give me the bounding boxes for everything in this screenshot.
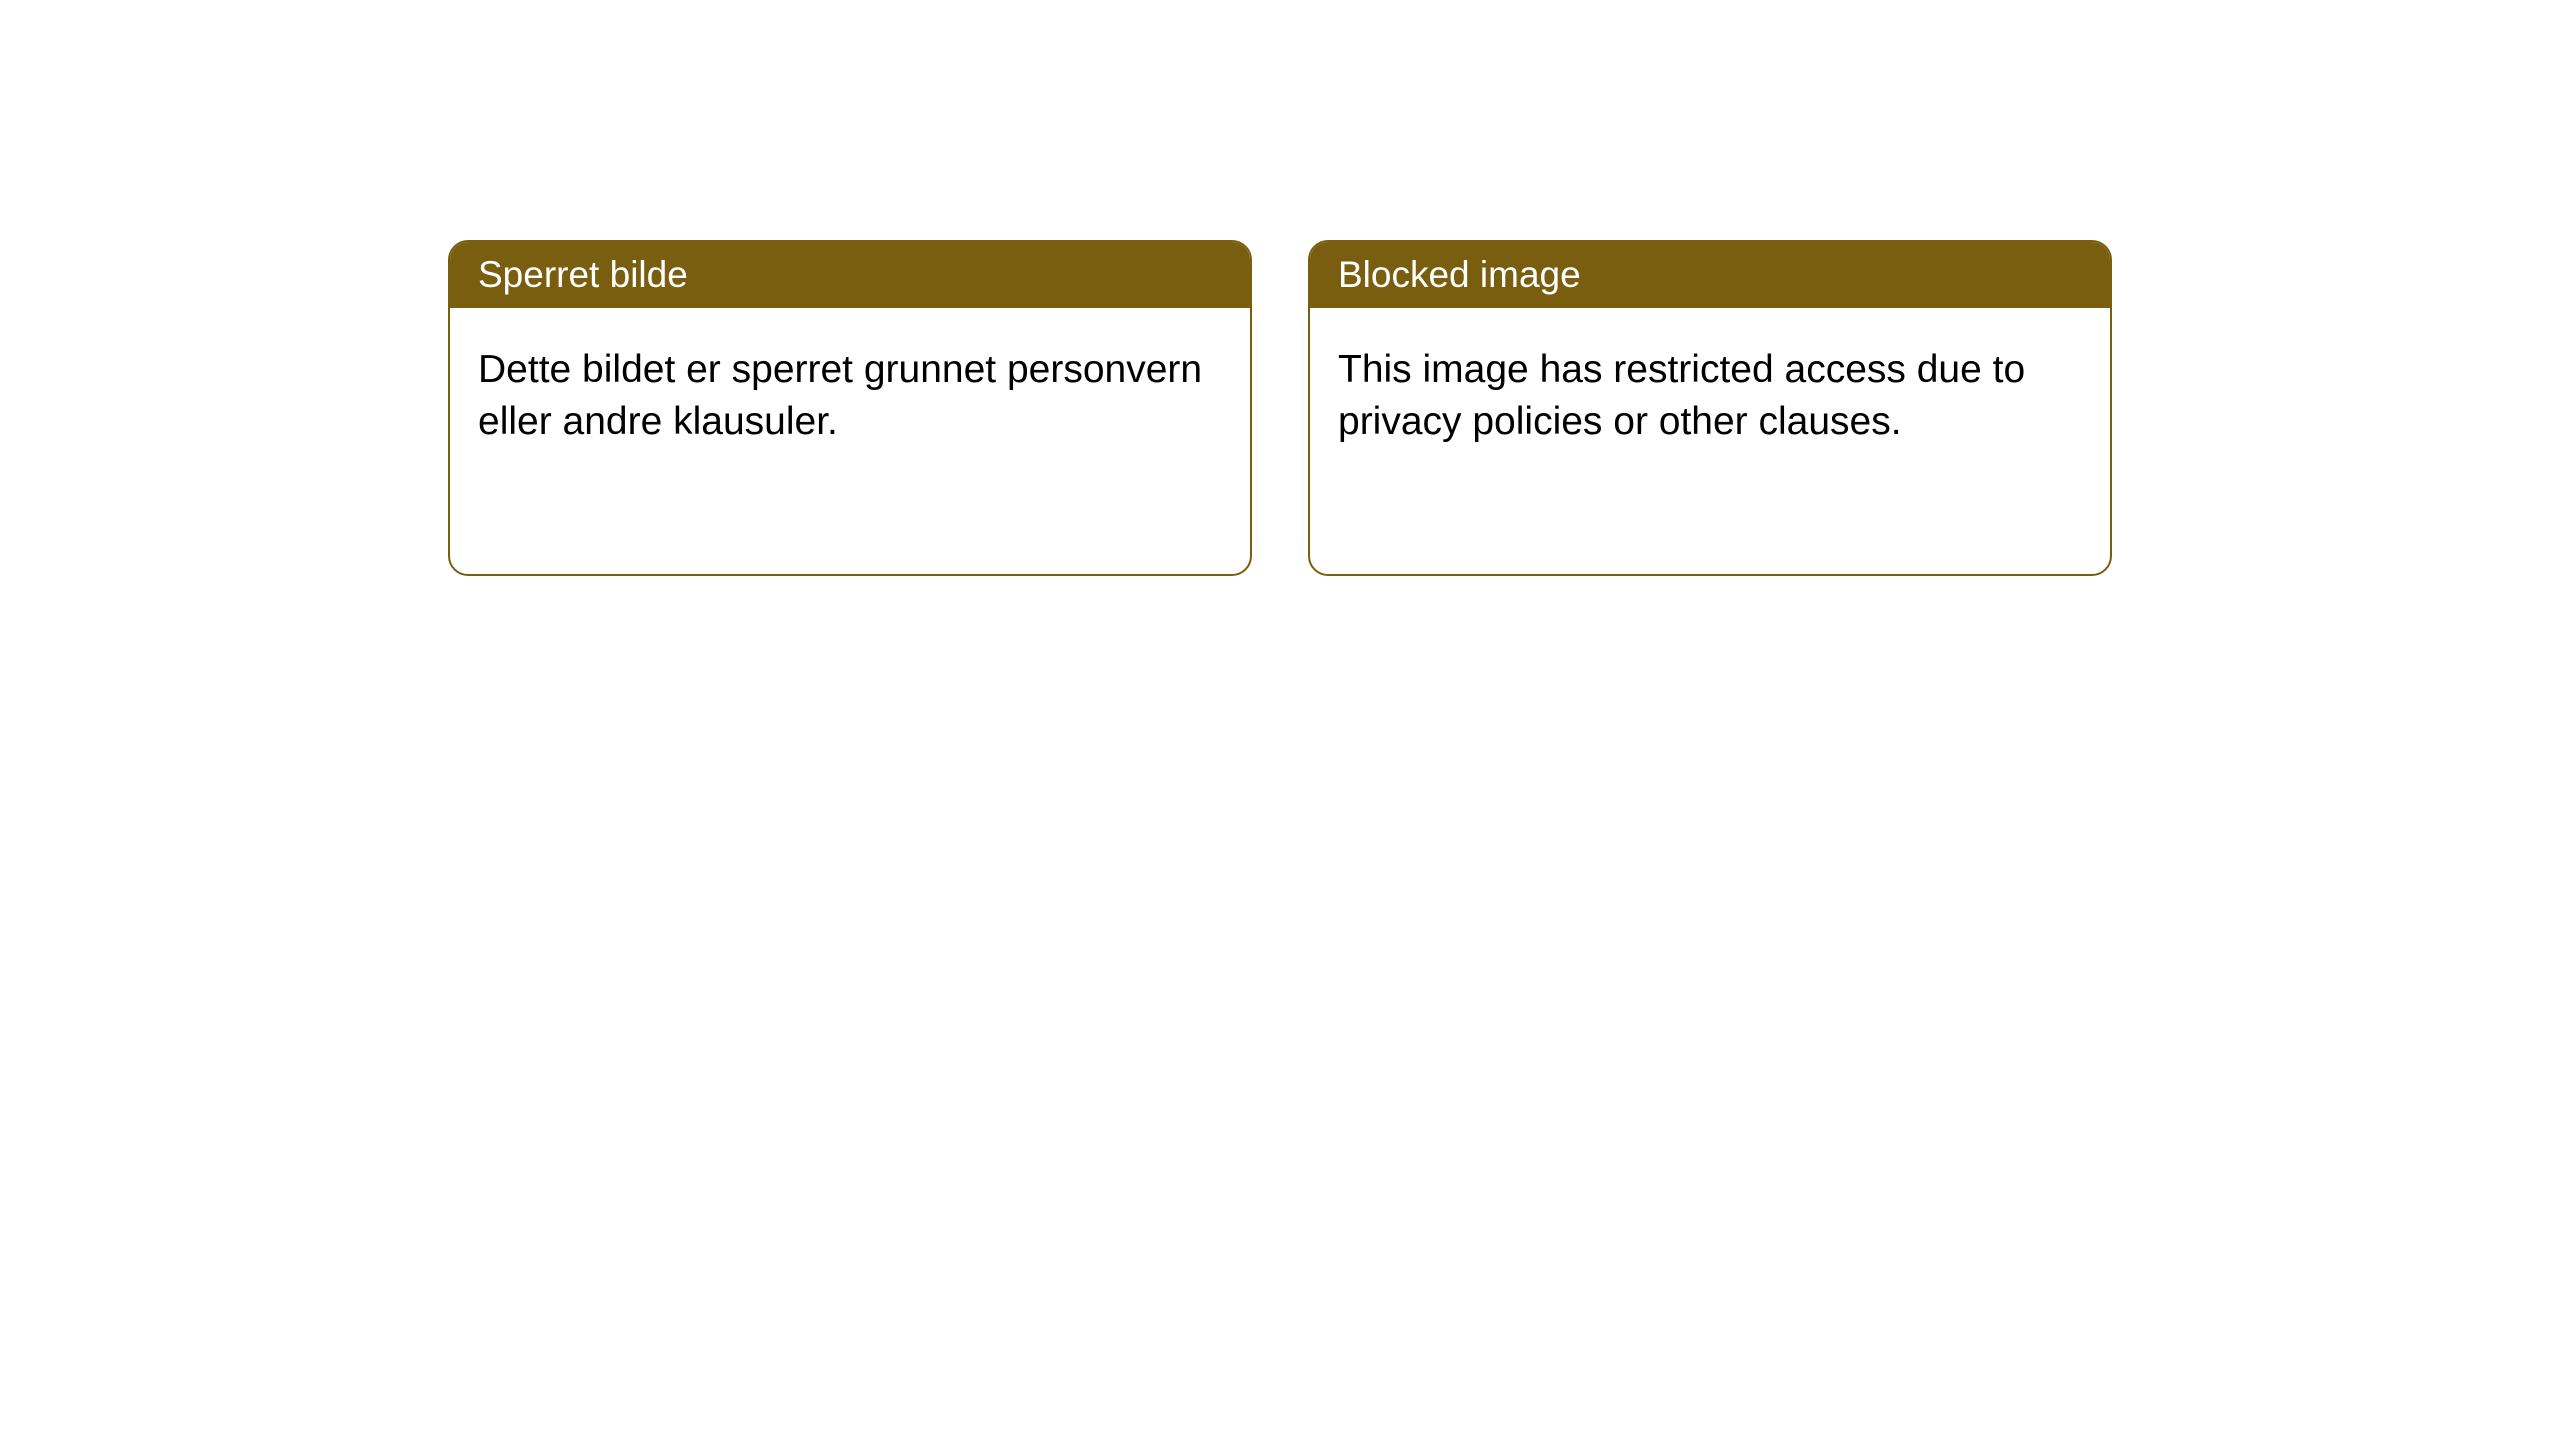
card-body-english: This image has restricted access due to … [1310, 308, 2110, 484]
info-card-norwegian: Sperret bilde Dette bildet er sperret gr… [448, 240, 1252, 576]
card-header-english: Blocked image [1310, 242, 2110, 308]
card-header-norwegian: Sperret bilde [450, 242, 1250, 308]
info-card-english: Blocked image This image has restricted … [1308, 240, 2112, 576]
info-cards-container: Sperret bilde Dette bildet er sperret gr… [448, 240, 2112, 576]
card-body-norwegian: Dette bildet er sperret grunnet personve… [450, 308, 1250, 484]
